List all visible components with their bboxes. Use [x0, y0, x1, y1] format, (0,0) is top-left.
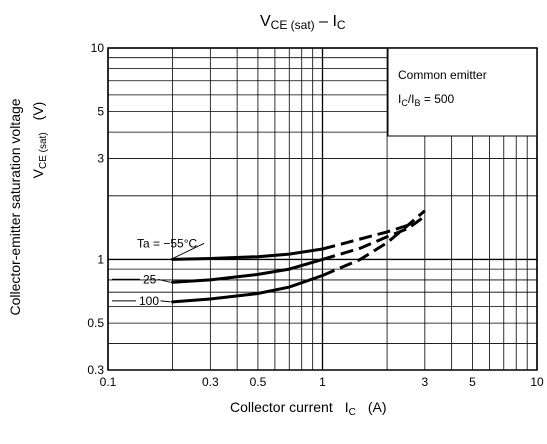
series-2-leader	[160, 300, 171, 303]
series-2-dashed-line	[321, 209, 426, 277]
series-0-label: Ta = −55°C	[137, 236, 198, 250]
series-0-leader	[170, 243, 205, 260]
y-axis-label-line1: Collector-emitter saturation voltage	[7, 98, 23, 315]
conditions-line1: Common emitter	[398, 68, 487, 82]
chart-title: VCE (sat) – IC	[260, 13, 346, 32]
series-1-dashed-line	[322, 215, 426, 261]
x-tick-label: 0.1	[100, 375, 117, 389]
x-tick-label: 1	[319, 375, 326, 389]
series-1-label: 25	[143, 272, 157, 286]
y-tick-label: 10	[91, 41, 105, 55]
y-axis-label-line2: VCE (sat)(V)	[30, 102, 49, 179]
conditions-line2: IC/IB = 500	[398, 92, 455, 108]
series-2-solid-line	[171, 274, 324, 304]
x-tick-label: 0.3	[202, 375, 219, 389]
series-0-dashed-line	[322, 223, 409, 251]
y-tick-label: 3	[97, 152, 104, 166]
y-tick-label: 1	[97, 252, 104, 266]
series-1-solid-line	[171, 257, 324, 284]
x-tick-label: 5	[469, 375, 476, 389]
x-tick-label: 0.5	[250, 375, 267, 389]
y-tick-label: 0.5	[87, 316, 104, 330]
x-axis-label: Collector current IC (A)	[230, 399, 387, 418]
x-tick-label: 3	[421, 375, 428, 389]
x-tick-labels: 0.1 0.3 0.5 1 3 5 10	[100, 375, 544, 389]
series-2-label: 100	[139, 294, 159, 308]
series-1-leader	[157, 278, 171, 283]
x-tick-label: 10	[530, 375, 544, 389]
plot-frame	[107, 47, 538, 371]
y-tick-labels: 0.3 0.5 1 3 5 10	[87, 41, 104, 377]
series-0-solid-line	[171, 247, 324, 261]
series-group	[171, 209, 426, 304]
y-tick-label: 0.3	[87, 363, 104, 377]
y-tick-label: 5	[97, 105, 104, 119]
series-labels: Ta = −55°C 25 100	[112, 236, 205, 308]
